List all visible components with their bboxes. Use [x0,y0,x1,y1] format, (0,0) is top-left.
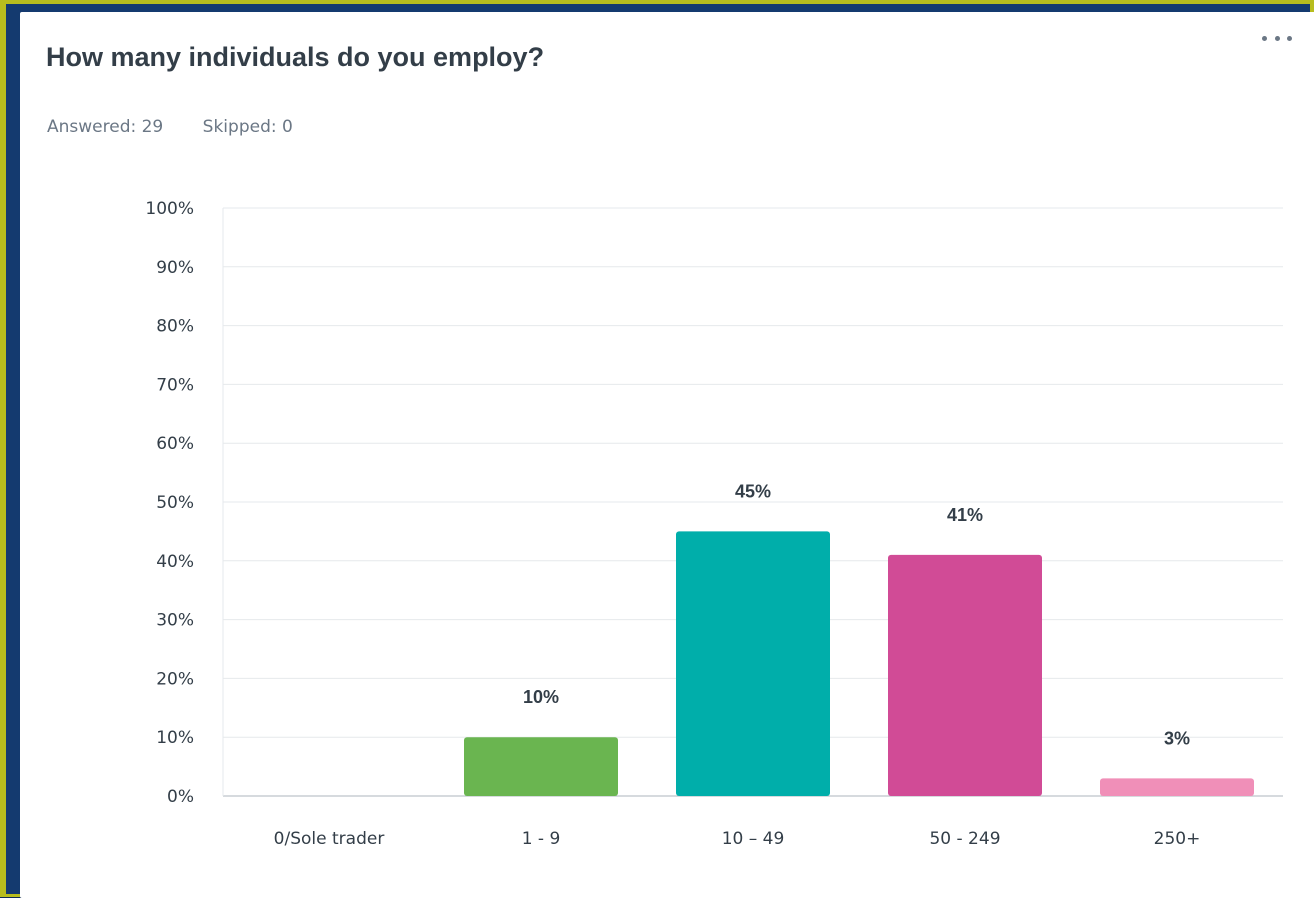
response-stats: Answered: 29 Skipped: 0 [47,117,327,137]
answered-count: Answered: 29 [47,117,164,137]
y-tick-label: 90% [156,258,194,278]
bar[interactable] [676,531,830,796]
question-card: How many individuals do you employ? Answ… [20,12,1314,898]
data-label: 3% [1164,728,1190,748]
bar-chart: 0% 10% 20% 30% 40% 50% 60% 70% 80% 90% 100% 0/Sole … [145,199,1283,849]
x-tick-label: 0/Sole trader [274,829,385,849]
question-title: How many individuals do you employ? [46,42,545,72]
y-tick-label: 60% [156,434,194,454]
y-tick-label: 70% [156,375,194,395]
x-tick-label: 50 - 249 [929,829,1000,849]
x-tick-label: 250+ [1154,829,1201,849]
y-tick-label: 0% [167,787,194,807]
y-tick-label: 20% [156,669,194,689]
y-tick-label: 40% [156,552,194,572]
menu-dot [1274,35,1280,41]
data-label: 10% [523,687,559,707]
menu-dot [1287,35,1292,41]
bar[interactable] [888,554,1042,796]
bar[interactable] [1100,778,1254,796]
data-label: 41% [947,505,983,525]
y-tick-label: 80% [156,317,194,337]
x-tick-label: 1 - 9 [522,829,561,849]
y-tick-label: 30% [156,611,194,631]
y-tick-label: 100% [145,199,194,219]
x-tick-label: 10 – 49 [722,829,785,849]
skipped-count: Skipped: 0 [202,117,293,137]
data-label: 45% [735,481,771,501]
y-tick-label: 50% [156,493,194,513]
more-horizontal-icon[interactable] [1262,28,1292,48]
bar[interactable] [464,737,618,796]
y-tick-label: 10% [156,728,194,748]
menu-dot [1262,35,1267,41]
